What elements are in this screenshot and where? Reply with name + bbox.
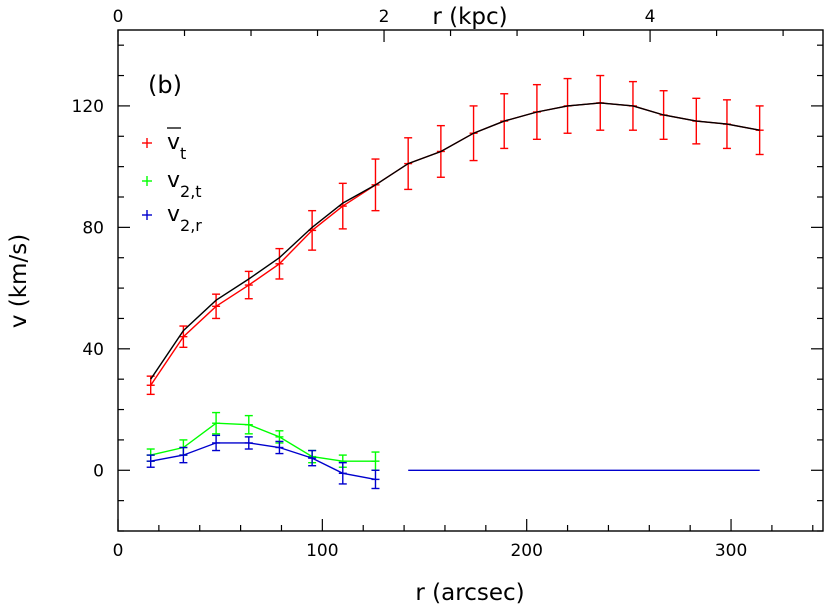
series-line-vt_mean [150, 102, 760, 386]
axis-tick-labels: 0 100 200 300 0 40 80 120 0 2 4 [72, 7, 748, 561]
data-point-v2t [244, 414, 253, 435]
axis-ticks [117, 30, 823, 532]
panel-label: (b) [148, 71, 182, 99]
data-point-v2r [244, 436, 253, 450]
top-axis-title: r (kpc) [432, 4, 507, 30]
data-point-vt_mean [179, 325, 188, 348]
x-tick-label: 100 [306, 541, 338, 561]
top-tick-label: 2 [379, 7, 390, 27]
series-line-model [150, 102, 760, 380]
data-point-vt_mean [212, 293, 221, 320]
data-point-v2r [179, 446, 188, 464]
y-tick-label: 80 [82, 218, 104, 238]
series-vt_mean [146, 74, 764, 396]
data-point-vt_mean [338, 182, 347, 230]
y-tick-label: 0 [93, 461, 104, 481]
data-point-v2r [338, 461, 347, 485]
y-tick-label: 120 [72, 97, 104, 117]
y-tick-label: 40 [82, 340, 104, 360]
legend-entry-v2r: v2,r [142, 202, 202, 235]
series-model [150, 102, 760, 380]
data-point-v2r [371, 469, 380, 490]
x-tick-label: 200 [510, 541, 542, 561]
x-tick-label: 0 [113, 541, 124, 561]
series-line-v2r [150, 442, 376, 481]
series-line-v2t [150, 422, 376, 462]
legend-label: vt [167, 130, 186, 163]
data-point-v2r [275, 440, 284, 455]
series-layer [146, 74, 764, 490]
legend-label: v2,t [167, 168, 202, 201]
data-point-vt_mean [275, 247, 284, 280]
data-point-v2t [212, 411, 221, 435]
legend: vt v2,tv2,r [142, 127, 202, 235]
x-axis-title: r (arcsec) [415, 580, 524, 606]
series-v2r [146, 434, 380, 490]
data-point-v2r [308, 449, 317, 467]
legend-entry-v2t: v2,t [142, 168, 202, 201]
x-tick-label: 300 [715, 541, 747, 561]
y-axis-title: v (km/s) [6, 234, 32, 328]
series-v2t [146, 411, 380, 471]
data-point-v2r [212, 434, 221, 452]
data-point-v2t [371, 451, 380, 471]
top-tick-label: 0 [113, 7, 124, 27]
data-point-v2r [146, 454, 155, 468]
legend-label: v2,r [167, 202, 202, 235]
plot-frame [117, 29, 824, 532]
data-point-vt_mean [244, 270, 253, 300]
top-tick-label: 4 [645, 7, 656, 27]
legend-entry-vt_mean: vt [142, 127, 186, 163]
data-point-vt_mean [436, 124, 445, 178]
